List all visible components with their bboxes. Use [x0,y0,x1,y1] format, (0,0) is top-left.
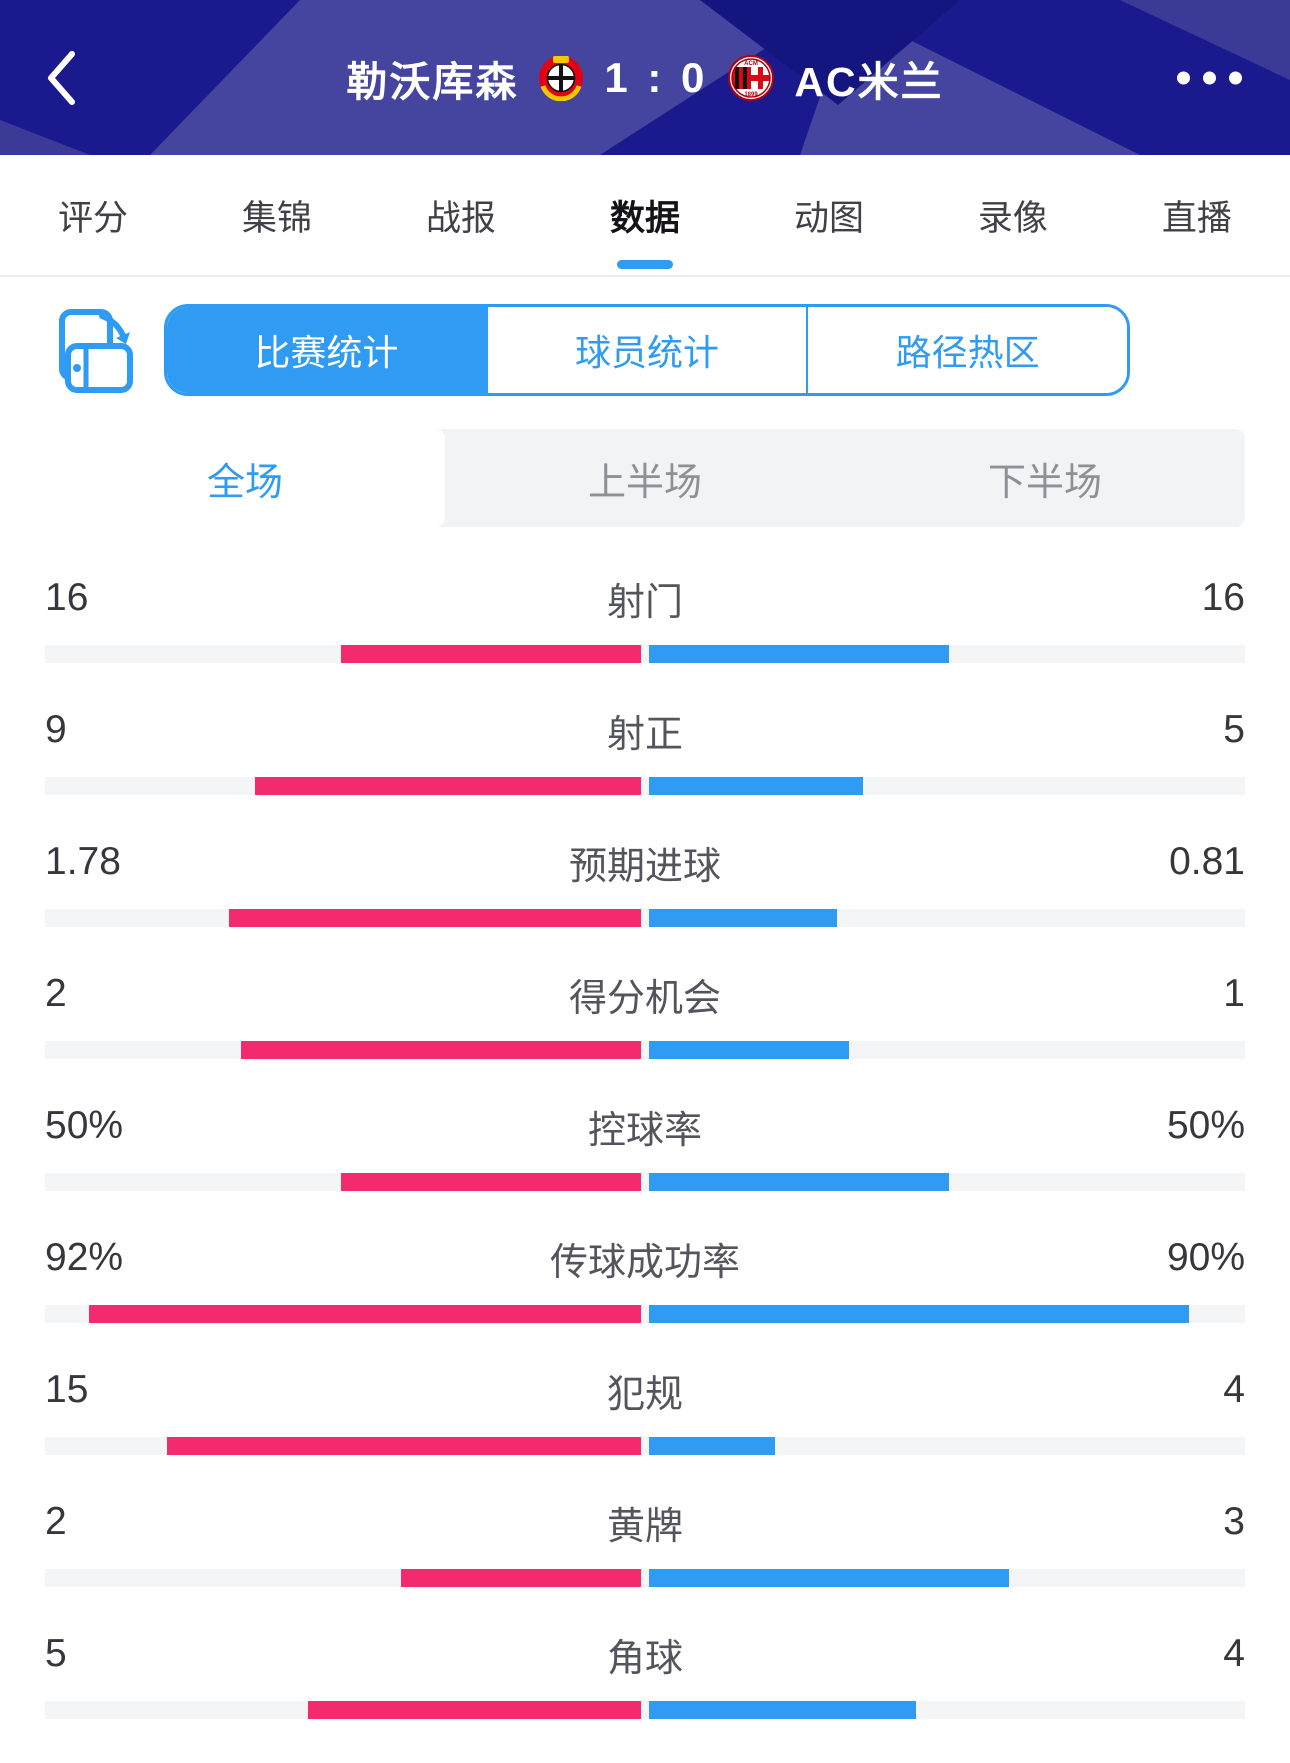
stat-bar [45,1173,1245,1191]
stat-bar [45,777,1245,795]
stat-label: 射门 [606,581,683,624]
home-value: 15 [45,1368,89,1411]
stat-row-corners: 5 角球 4 [45,1605,1245,1737]
rotate-device-icon[interactable] [40,302,136,398]
more-button[interactable] [1177,61,1242,94]
svg-text:1899: 1899 [745,92,759,98]
away-bar [649,1437,776,1455]
home-value: 92% [45,1236,124,1279]
home-bar [341,645,641,663]
home-value: 2 [45,1500,67,1543]
away-value: 16 [1201,576,1245,619]
stat-label: 角球 [606,1637,683,1680]
away-value: 5 [1223,708,1245,751]
stat-bar [45,909,1245,927]
score: 1 : 0 [604,53,709,101]
segment-player-stats[interactable]: 球员统计 [485,307,807,393]
chevron-left-icon [48,50,75,105]
stat-bar [45,645,1245,663]
stat-row-big-chances: 2 得分机会 1 [45,945,1245,1077]
nav-tab-bar: 评分 集锦 战报 数据 动图 录像 直播 [0,155,1290,277]
stat-label: 得分机会 [568,977,721,1020]
stat-bar [45,1041,1245,1059]
period-tab-bar: 全场 上半场 下半场 [45,429,1245,527]
home-value: 5 [45,1632,67,1675]
away-team-name: AC米兰 [794,58,944,105]
tab-report[interactable]: 战报 [425,198,496,238]
home-value: 50% [45,1104,124,1147]
home-value: 1.78 [45,840,121,883]
stat-bar [45,1437,1245,1455]
match-title: 勒沃库森 1 : 0 [346,48,943,108]
svg-text:ACM: ACM [745,61,759,67]
home-bar [167,1437,641,1455]
stat-bar [45,1701,1245,1719]
home-bar [341,1173,641,1191]
stat-label: 犯规 [606,1373,683,1416]
stat-label: 控球率 [587,1109,702,1152]
home-bar [228,909,641,927]
stat-row-yellow-cards: 2 黄牌 3 [45,1473,1245,1605]
home-value: 16 [45,576,89,619]
away-value: 50% [1166,1104,1245,1147]
away-bar [649,645,949,663]
match-stats-list: 16 射门 16 9 射正 5 1.78 预期进球 [0,527,1290,1737]
stat-type-row: 比赛统计 球员统计 路径热区 [40,301,1290,399]
stat-row-pass-accuracy: 92% 传球成功率 90% [45,1209,1245,1341]
ellipsis-icon [1177,71,1190,84]
home-value: 9 [45,708,67,751]
tab-ratings[interactable]: 评分 [58,198,129,238]
home-bar [255,777,641,795]
tab-gifs[interactable]: 动图 [793,198,864,238]
segment-match-stats[interactable]: 比赛统计 [167,307,486,393]
home-bar [241,1041,641,1059]
champions-league-pattern [0,0,1290,155]
stat-label: 预期进球 [568,845,721,888]
away-bar [649,1701,916,1719]
home-team-name: 勒沃库森 [346,58,519,105]
home-team-crest-icon [539,55,584,101]
away-team-crest-icon: ACM 1899 [728,54,775,101]
home-bar [307,1701,641,1719]
home-value: 2 [45,972,67,1015]
away-value: 90% [1166,1236,1245,1279]
away-value: 4 [1223,1632,1245,1675]
away-value: 1 [1223,972,1245,1015]
away-bar [649,1305,1189,1323]
away-bar [649,1041,849,1059]
stat-row-possession: 50% 控球率 50% [45,1077,1245,1209]
stat-type-segmented-control: 比赛统计 球员统计 路径热区 [164,304,1130,396]
away-value: 0.81 [1169,840,1245,883]
away-bar [649,777,864,795]
stat-row-fouls: 15 犯规 4 [45,1341,1245,1473]
away-bar [649,909,837,927]
stat-label: 黄牌 [606,1505,683,1548]
stat-row-expected-goals: 1.78 预期进球 0.81 [45,813,1245,945]
stat-row-shots: 16 射门 16 [45,549,1245,681]
home-bar [401,1569,641,1587]
tab-stats[interactable]: 数据 [610,155,680,275]
stat-row-shots-on-target: 9 射正 5 [45,681,1245,813]
tab-live[interactable]: 直播 [1161,198,1232,238]
away-value: 3 [1223,1500,1245,1543]
back-button[interactable] [38,48,84,108]
period-full-match[interactable]: 全场 [45,429,445,527]
away-value: 4 [1223,1368,1245,1411]
stat-label: 射正 [606,713,683,756]
home-bar [89,1305,641,1323]
away-bar [649,1569,1009,1587]
match-header: 勒沃库森 1 : 0 [0,0,1290,155]
active-tab-indicator [616,260,673,269]
away-bar [649,1173,949,1191]
stat-label: 传球成功率 [549,1241,740,1284]
stat-bar [45,1569,1245,1587]
tab-highlights[interactable]: 集锦 [241,198,312,238]
segment-heat-map[interactable]: 路径热区 [806,307,1127,393]
period-second-half[interactable]: 下半场 [987,461,1102,504]
stat-bar [45,1305,1245,1323]
period-first-half[interactable]: 上半场 [587,461,702,504]
tab-video[interactable]: 录像 [977,198,1048,238]
